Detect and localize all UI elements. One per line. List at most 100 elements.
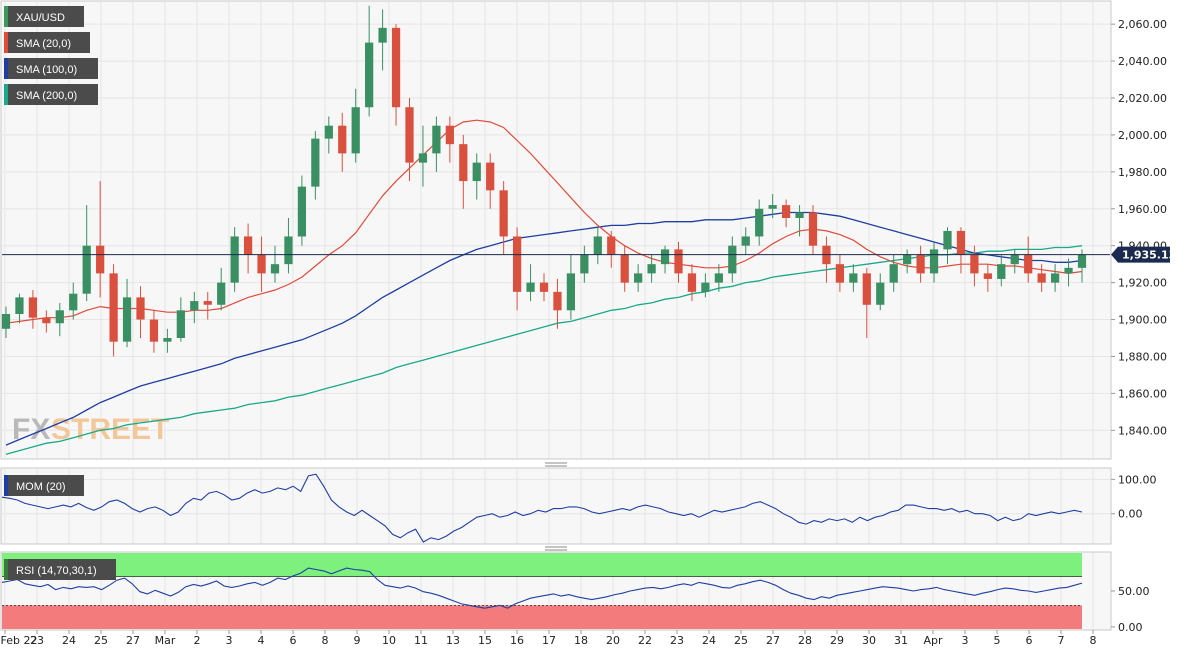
- x-tick-label: 8: [1090, 634, 1097, 647]
- rsi-oversold-zone: [2, 605, 1082, 629]
- candle-body: [136, 297, 145, 320]
- x-tick-label: 10: [382, 634, 396, 647]
- candle-body: [647, 264, 656, 274]
- x-tick-label: 25: [734, 634, 748, 647]
- legend-swatch: [4, 475, 8, 496]
- candle-body: [230, 236, 239, 283]
- candle-body: [351, 107, 360, 154]
- candle: [889, 254, 898, 292]
- candle: [1024, 236, 1033, 283]
- mom-y-tick-label: 100.00: [1118, 473, 1157, 486]
- candle-body: [28, 297, 38, 318]
- sma-20-line: [5, 119, 1083, 324]
- candle: [203, 291, 212, 320]
- candle-body: [956, 230, 966, 255]
- legend-box: [4, 32, 90, 53]
- candle: [835, 254, 845, 292]
- legend-price-3[interactable]: SMA (200,0): [4, 84, 98, 105]
- candle-body: [96, 245, 105, 274]
- legend-swatch: [4, 58, 8, 79]
- x-tick-label: 3: [962, 634, 969, 647]
- pane-splitter-mom-rsi[interactable]: [545, 546, 567, 551]
- candle-body: [418, 153, 428, 163]
- candle-body: [620, 254, 629, 283]
- candle-body: [714, 273, 723, 283]
- candle-body: [755, 208, 764, 237]
- price-y-tick-label: 1,860.00: [1118, 387, 1167, 400]
- candle: [553, 278, 562, 329]
- candle-body: [69, 293, 78, 311]
- sma-lines: [5, 119, 1083, 455]
- price-pane[interactable]: [0, 0, 1112, 460]
- candle: [163, 328, 172, 353]
- candle: [1050, 264, 1060, 292]
- candle-body: [849, 273, 858, 283]
- candle-body: [378, 27, 387, 43]
- candle-body: [862, 273, 871, 305]
- candle-body: [243, 236, 253, 255]
- candle-body: [203, 301, 212, 305]
- sma-200-line: [5, 245, 1083, 455]
- candle: [445, 116, 454, 163]
- current-price-tag: [1111, 246, 1170, 263]
- y-axis: 2,060.00 2,040.00 2,020.00 2,000.00 1,980.00…: [1111, 18, 1167, 634]
- candle: [1064, 258, 1073, 287]
- candle: [109, 264, 118, 357]
- candle: [96, 181, 105, 298]
- candle: [580, 245, 589, 283]
- candle: [1037, 264, 1046, 292]
- candle-body: [445, 125, 454, 145]
- candle: [297, 175, 307, 246]
- price-y-tick-label: 1,840.00: [1118, 424, 1167, 437]
- legend-swatch: [4, 84, 8, 105]
- candle: [338, 112, 347, 172]
- price-y-tick-label: 1,960.00: [1118, 203, 1167, 216]
- pane-splitter-price-mom[interactable]: [545, 462, 567, 467]
- candle-body: [1037, 273, 1046, 283]
- candle-body: [701, 282, 710, 292]
- price-y-tick-label: 2,040.00: [1118, 55, 1167, 68]
- price-y-tick-label: 2,000.00: [1118, 129, 1167, 142]
- candle-body: [674, 249, 683, 274]
- candle-body: [82, 245, 91, 294]
- legend-price-2[interactable]: SMA (100,0): [4, 58, 98, 79]
- candle: [230, 227, 239, 292]
- candle: [808, 205, 818, 255]
- legend-price-1[interactable]: SMA (20,0): [4, 32, 90, 53]
- candle: [983, 264, 992, 292]
- legend-price-0[interactable]: XAU/USD: [4, 6, 84, 27]
- x-tick-label: 15: [478, 634, 492, 647]
- x-tick-label: 17: [542, 634, 556, 647]
- price-y-tick-label: 1,900.00: [1118, 314, 1167, 327]
- candle: [432, 116, 441, 172]
- legend-mom[interactable]: MOM (20): [4, 475, 84, 496]
- candle: [607, 230, 616, 268]
- legend-rsi[interactable]: RSI (14,70,30,1): [4, 559, 116, 580]
- x-tick-label: 27: [126, 634, 140, 647]
- x-tick-label: 23: [670, 634, 684, 647]
- candle: [499, 181, 508, 255]
- mom-pane[interactable]: [0, 467, 1112, 545]
- candle: [929, 242, 939, 283]
- candle: [270, 245, 280, 283]
- price-y-tick-label: 1,880.00: [1118, 350, 1167, 363]
- price-y-tick-label: 1,920.00: [1118, 277, 1167, 290]
- candle: [405, 98, 414, 182]
- candle-body: [486, 162, 495, 191]
- fxstreet-watermark: FX STREET: [12, 413, 169, 446]
- x-tick-label: 24: [702, 634, 716, 647]
- candle-body: [553, 291, 562, 311]
- candle: [15, 293, 24, 324]
- candle-body: [593, 236, 602, 255]
- candle: [243, 223, 253, 274]
- x-tick-label: 3: [226, 634, 233, 647]
- candle: [634, 264, 643, 292]
- candle: [149, 310, 159, 353]
- candle: [28, 290, 38, 329]
- candle: [593, 227, 602, 265]
- candle-body: [607, 236, 616, 255]
- legend-box: [4, 84, 98, 105]
- x-tick-label: Apr: [923, 634, 943, 647]
- candle: [876, 273, 885, 311]
- legend-box: [4, 58, 98, 79]
